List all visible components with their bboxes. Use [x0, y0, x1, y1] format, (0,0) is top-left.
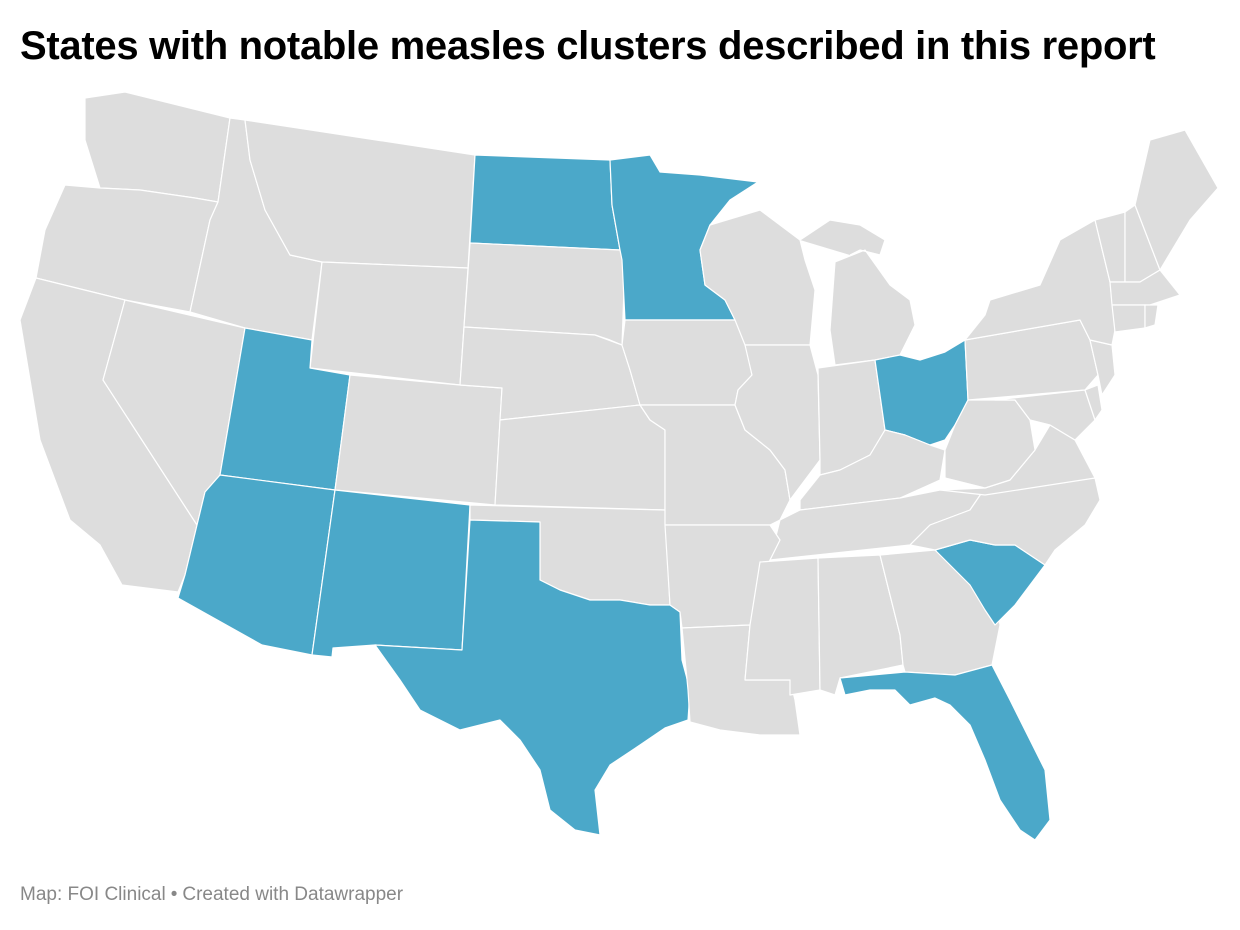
footer-separator: • [170, 884, 178, 905]
state-north-dakota[interactable] [469, 154, 621, 251]
state-wisconsin[interactable] [699, 209, 816, 346]
state-kansas[interactable] [494, 404, 666, 511]
state-rhode-island[interactable] [1144, 304, 1159, 329]
state-wyoming[interactable] [309, 261, 469, 386]
state-north-carolina[interactable] [909, 477, 1101, 566]
state-delaware[interactable] [1084, 384, 1103, 421]
state-new-york[interactable] [964, 219, 1116, 346]
footer-source: Map: FOI Clinical [20, 884, 166, 905]
footer: Map: FOI Clinical • Created with Datawrapp… [20, 884, 403, 906]
state-texas[interactable] [374, 519, 691, 836]
map-title: States with notable measles clusters des… [20, 24, 1156, 68]
state-connecticut[interactable] [1111, 304, 1146, 333]
state-washington[interactable] [84, 91, 231, 203]
state-colorado[interactable] [334, 374, 503, 506]
state-florida[interactable] [839, 664, 1051, 841]
footer-credit: Created with Datawrapper [182, 884, 404, 905]
state-michigan[interactable] [799, 219, 916, 366]
state-iowa[interactable] [621, 319, 753, 406]
state-new-mexico[interactable] [311, 489, 471, 658]
